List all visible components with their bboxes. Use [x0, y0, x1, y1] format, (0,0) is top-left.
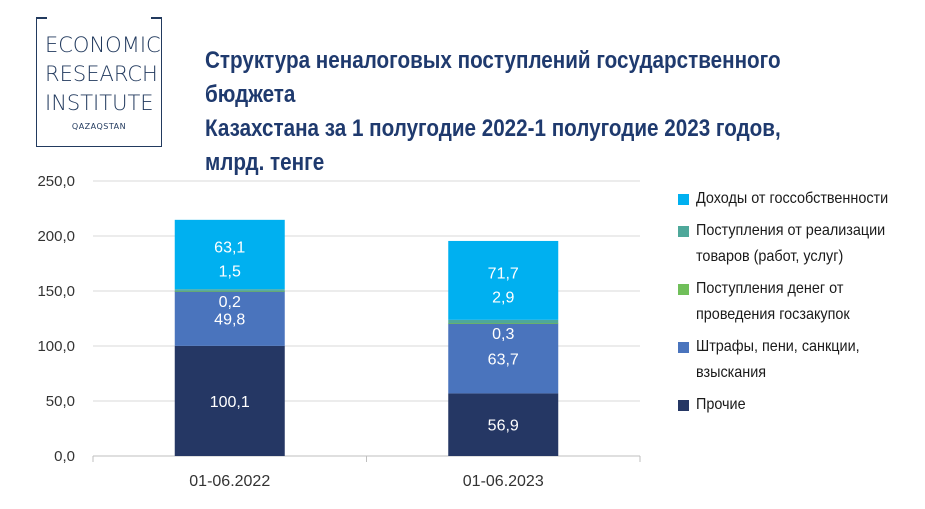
logo-frame-edge	[151, 17, 161, 19]
bar-segment	[174, 219, 285, 290]
bar-segment	[448, 319, 559, 324]
bar-segment	[174, 345, 285, 456]
chart-title-line-1: Структура неналоговых поступлений госуда…	[205, 47, 781, 108]
legend-item: Штрафы, пени, санкции, взыскания	[678, 334, 918, 386]
data-label: 71,7	[488, 265, 519, 282]
legend-swatch	[678, 194, 689, 205]
chart-title: Структура неналоговых поступлений госуда…	[205, 44, 807, 180]
y-tick-label: 50,0	[46, 393, 75, 410]
x-tick-label: 01-06.2023	[463, 473, 544, 490]
bar-segment	[174, 289, 285, 291]
legend-label: взыскания	[696, 364, 767, 381]
y-tick-label: 150,0	[37, 283, 75, 300]
legend-swatch	[678, 226, 689, 237]
legend-label: Прочие	[696, 396, 746, 413]
chart-legend: Доходы от госсобственности Поступления от…	[678, 186, 918, 424]
x-tick-label: 01-06.2022	[189, 473, 270, 490]
legend-label: Штрафы, пени, санкции,	[696, 338, 860, 355]
legend-label: проведения госзакупок	[696, 306, 850, 323]
legend-label: Поступления от реализации	[696, 222, 886, 239]
legend-swatch	[678, 342, 689, 353]
data-label: 1,5	[219, 264, 241, 281]
legend-item: Поступления денег от проведения госзакупо…	[678, 276, 918, 328]
legend-swatch	[678, 284, 689, 295]
bar-segment	[448, 393, 559, 456]
data-label: 0,2	[219, 294, 241, 311]
chart-title-line-2: Казахстана за 1 полугодие 2022-1 полугод…	[205, 115, 781, 176]
logo-line-2: RESEARCH	[45, 62, 158, 86]
legend-label: товаров (работ, услуг)	[696, 248, 844, 265]
stacked-bar-chart: 0,0 50,0 100,0 150,0 200,0 250,0 100,1 49,80,2 6…	[37, 173, 641, 490]
data-label: 56,9	[488, 418, 519, 435]
legend-item: Прочие	[678, 392, 918, 418]
logo: ECONOMIC RESEARCH INSTITUTE QAZAQSTAN	[36, 17, 162, 147]
logo-line-1: ECONOMIC	[45, 33, 161, 57]
legend-label: Поступления денег от	[696, 280, 844, 297]
data-label: 100,1	[210, 394, 250, 411]
legend-swatch	[678, 400, 689, 411]
bar-segment	[448, 323, 559, 324]
bar-segment	[174, 291, 285, 346]
legend-item: Доходы от госсобственности	[678, 186, 918, 212]
y-tick-label: 200,0	[37, 228, 75, 245]
y-tick-label: 250,0	[37, 173, 75, 190]
y-tick-label: 100,0	[37, 338, 75, 355]
logo-subtitle: QAZAQSTAN	[71, 122, 127, 131]
data-label: 63,7	[488, 351, 519, 368]
logo-frame-edge	[37, 17, 47, 19]
data-label: 63,1	[214, 240, 245, 257]
logo-line-3: INSTITUTE	[45, 91, 154, 115]
legend-item: Поступления от реализации товаров (работ,…	[678, 218, 918, 270]
data-label: 2,9	[492, 289, 514, 306]
bar-segment	[448, 323, 559, 394]
y-tick-label: 0,0	[54, 448, 75, 465]
data-label: 49,8	[214, 312, 245, 329]
bar-segment	[448, 240, 559, 320]
data-label: 0,3	[492, 326, 514, 343]
legend-label: Доходы от госсобственности	[696, 190, 889, 207]
bar-segment	[174, 290, 285, 292]
